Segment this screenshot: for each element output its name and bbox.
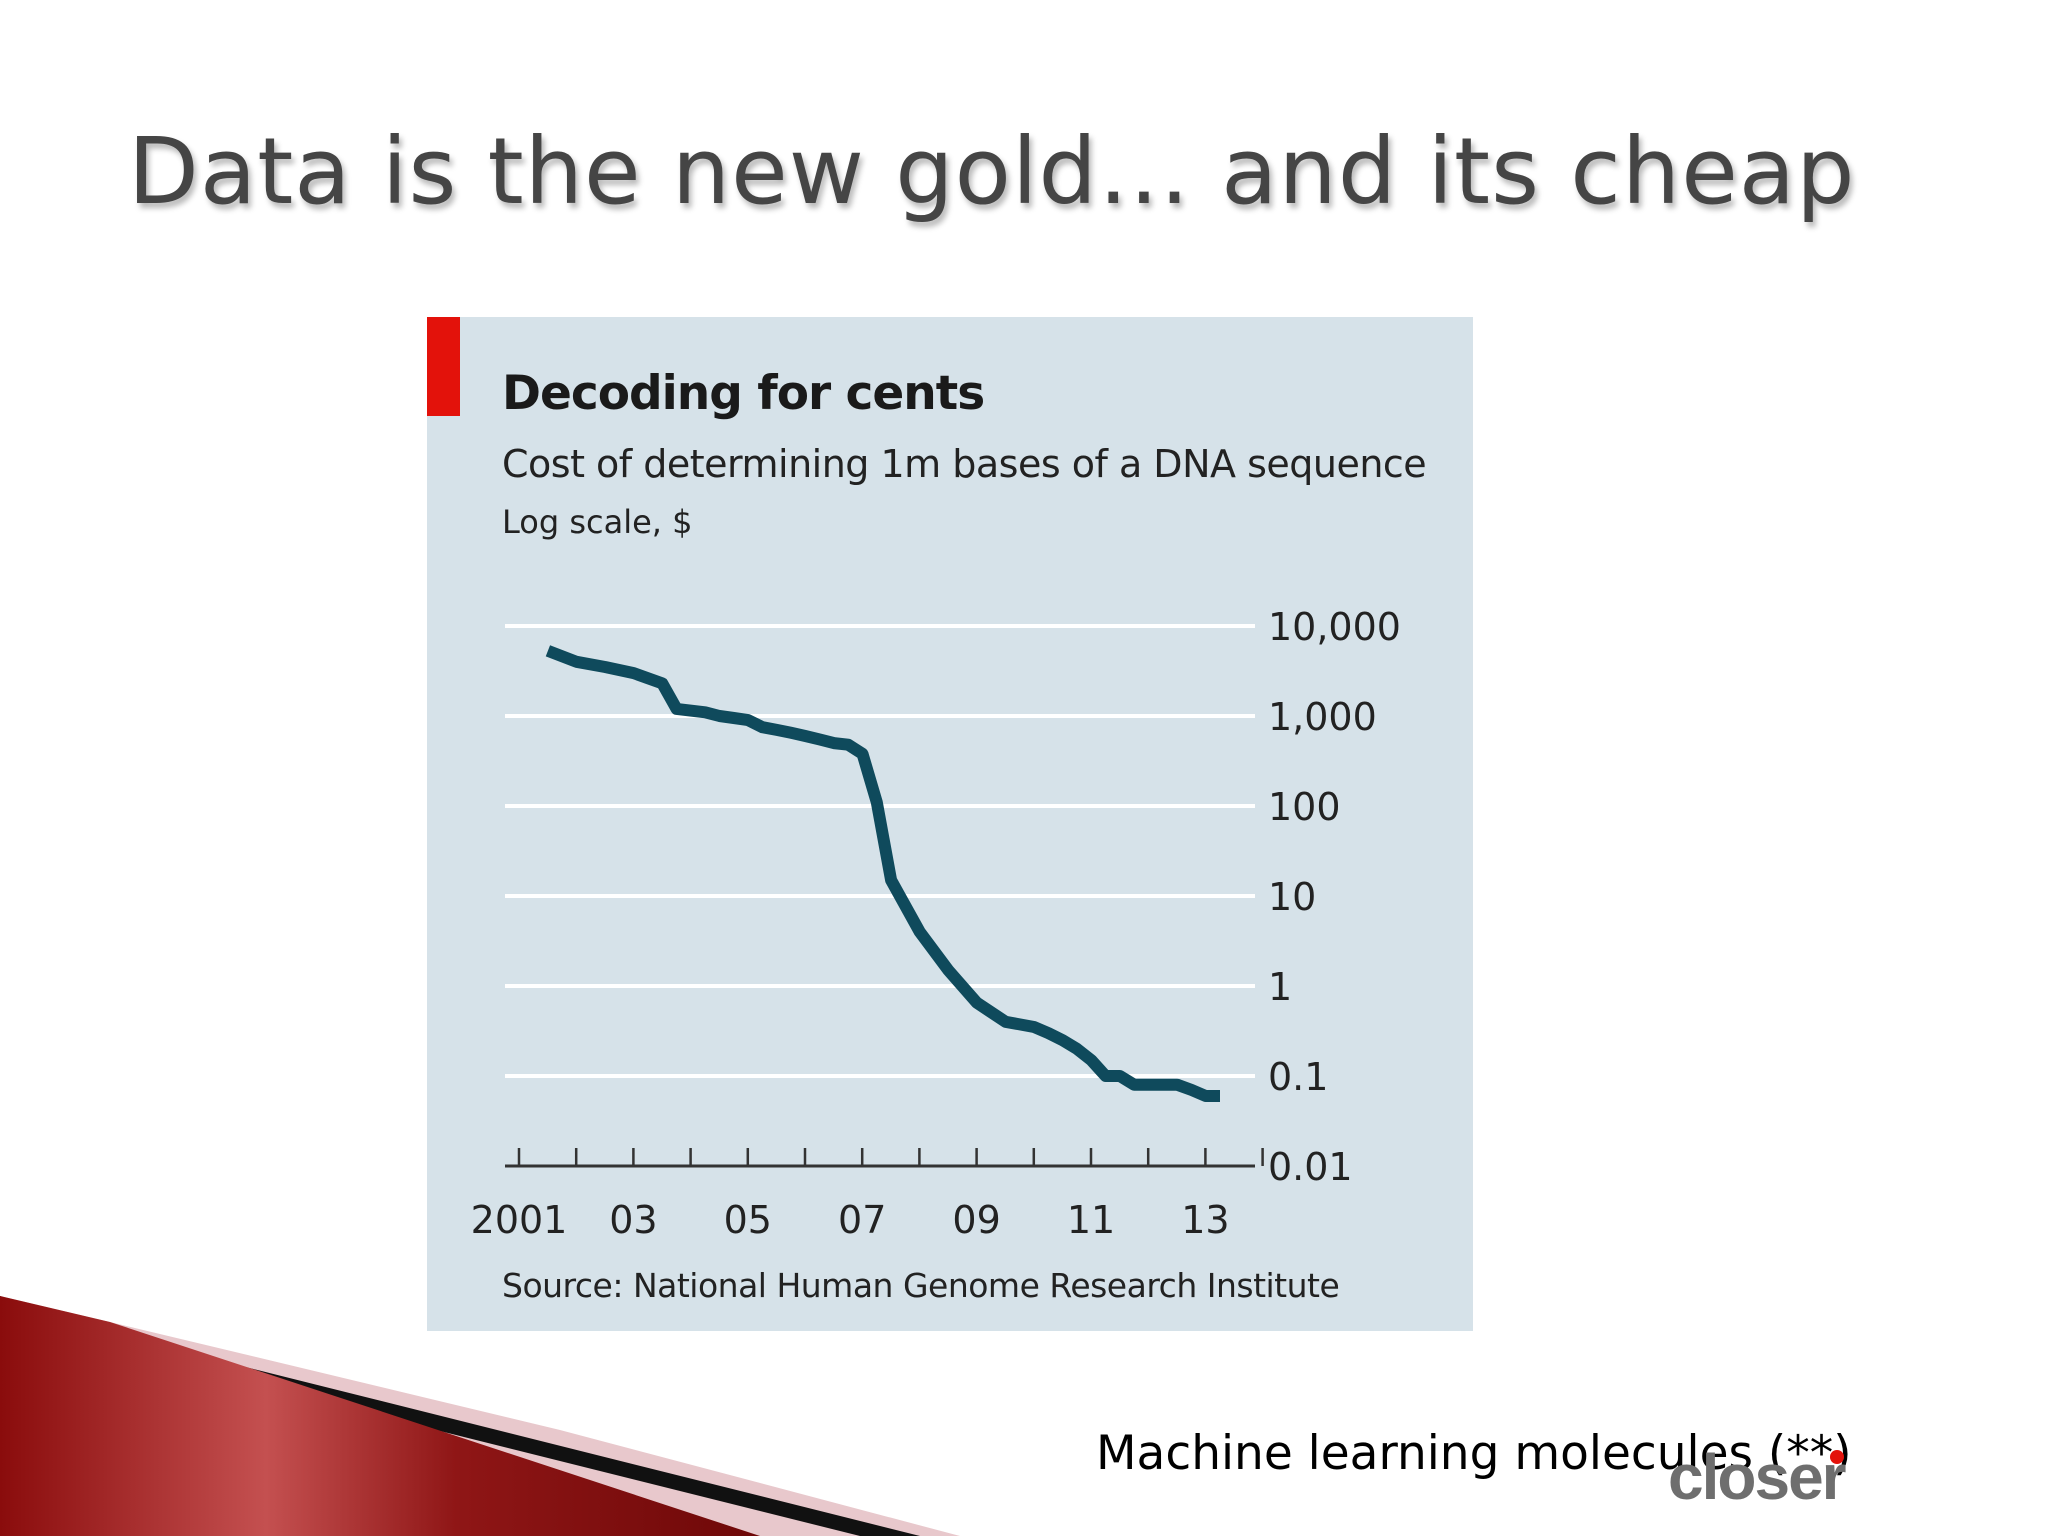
- x-tick-label: 09: [952, 1198, 1000, 1242]
- chart-accent-tag: [427, 317, 460, 416]
- y-tick-label: 1,000: [1268, 695, 1377, 739]
- x-tick-label: 03: [609, 1198, 657, 1242]
- slide-title: Data is the new gold… and its cheap: [128, 118, 1856, 225]
- y-tick-label: 10,000: [1268, 605, 1401, 649]
- y-tick-label: 0.01: [1268, 1145, 1353, 1189]
- x-tick-label: 13: [1181, 1198, 1229, 1242]
- y-tick-label: 1: [1268, 965, 1292, 1009]
- footer-caption: Machine learning molecules (**): [1096, 1426, 1852, 1481]
- chart-y-unit-label: Log scale, $: [502, 503, 693, 541]
- chart-source: Source: National Human Genome Research I…: [502, 1266, 1340, 1305]
- series-line: [545, 645, 1220, 1102]
- y-tick-label: 100: [1268, 785, 1341, 829]
- closer-logo: closer: [1668, 1441, 1847, 1513]
- x-tick-label: 07: [838, 1198, 886, 1242]
- chart-subtitle: Cost of determining 1m bases of a DNA se…: [502, 442, 1427, 486]
- x-tick-label: 2001: [471, 1198, 568, 1242]
- chart-panel: [427, 317, 1473, 1331]
- logo-dot: [1830, 1450, 1844, 1464]
- y-tick-label: 10: [1268, 875, 1316, 919]
- chart-title: Decoding for cents: [502, 366, 985, 421]
- y-tick-label: 0.1: [1268, 1055, 1328, 1099]
- x-tick-label: 11: [1067, 1198, 1115, 1242]
- x-tick-label: 05: [724, 1198, 772, 1242]
